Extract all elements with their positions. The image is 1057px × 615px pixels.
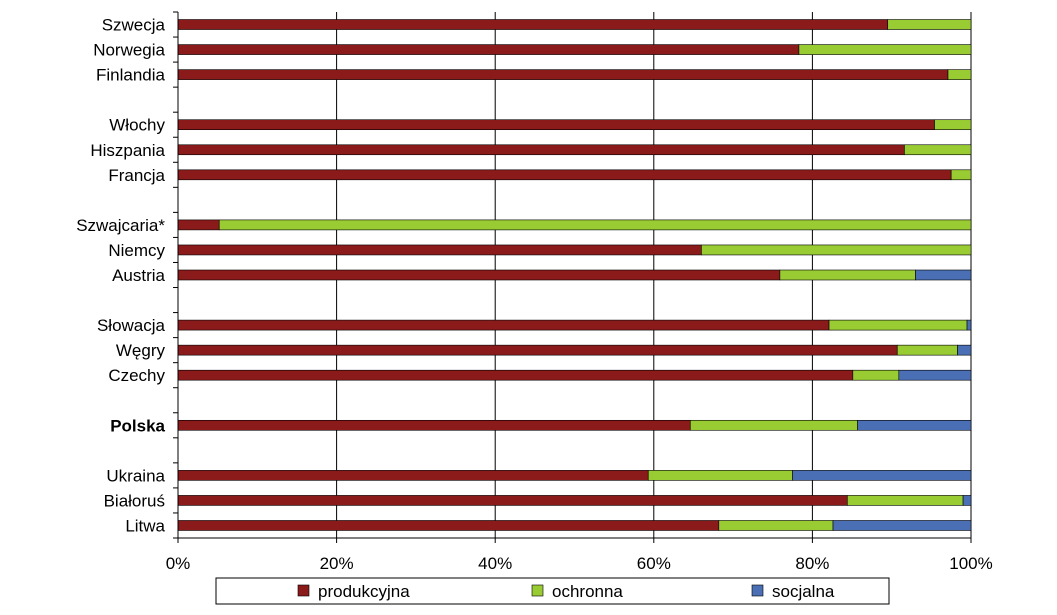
legend-label-produkcyjna: produkcyjna <box>318 582 410 601</box>
legend-label-ochronna: ochronna <box>552 582 623 601</box>
bar-segment-produkcyjna <box>177 344 898 356</box>
category-label: Finlandia <box>96 66 166 85</box>
bar-segment-ochronna <box>950 169 972 181</box>
bar-segment-ochronna <box>887 19 972 30</box>
bar-segment-ochronna <box>647 470 793 481</box>
bar-segment-produkcyjna <box>177 19 889 30</box>
legend-swatch-socjalna <box>751 584 764 597</box>
category-label: Włochy <box>109 116 165 135</box>
bar-segment-produkcyjna <box>177 369 854 381</box>
category-label: Litwa <box>125 516 165 535</box>
bar-segment-ochronna <box>798 44 972 55</box>
bar-segment-produkcyjna <box>177 419 691 431</box>
bar-segment-socjalna <box>957 344 972 356</box>
category-label: Niemcy <box>108 241 165 260</box>
bar-segment-ochronna <box>846 495 964 506</box>
bar-segment-ochronna <box>701 244 972 256</box>
bars <box>177 19 972 531</box>
bar-segment-produkcyjna <box>177 319 830 331</box>
bar-segment-ochronna <box>896 344 958 356</box>
bar-segment-produkcyjna <box>177 520 720 531</box>
x-tick-label: 0% <box>166 554 191 573</box>
bar-segment-socjalna <box>962 495 972 506</box>
bar-segment-produkcyjna <box>177 470 649 481</box>
x-tick-label: 40% <box>478 554 512 573</box>
bar-segment-ochronna <box>828 319 968 331</box>
category-label: Ukraina <box>106 466 165 485</box>
category-label: Norwegia <box>93 41 165 60</box>
bar-segment-ochronna <box>689 419 858 431</box>
category-label: Francja <box>108 166 165 185</box>
x-tick-label: 60% <box>637 554 671 573</box>
legend-box <box>215 577 890 605</box>
category-label: Polska <box>110 416 165 435</box>
legend-label-socjalna: socjalna <box>772 582 835 601</box>
x-tick-label: 80% <box>795 554 829 573</box>
category-label: Hiszpania <box>90 141 165 160</box>
bar-segment-produkcyjna <box>177 44 800 55</box>
bar-segment-socjalna <box>966 319 972 331</box>
bar-segment-ochronna <box>852 369 900 381</box>
x-tick-labels: 0% 20% 40% 60% 80% 100% <box>166 554 993 573</box>
bar-segment-produkcyjna <box>177 269 781 281</box>
bar-segment-socjalna <box>792 470 972 481</box>
bar-segment-produkcyjna <box>177 69 949 80</box>
x-tick-label: 20% <box>320 554 354 573</box>
legend-swatch-produkcyjna <box>297 584 310 597</box>
category-label: Białoruś <box>104 491 165 510</box>
category-labels: Szwecja Norwegia Finlandia Włochy Hiszpania F… <box>76 16 165 536</box>
category-label: Słowacja <box>97 316 166 335</box>
bar-segment-produkcyjna <box>177 119 935 131</box>
legend-swatch-ochronna <box>531 584 544 597</box>
bar-segment-produkcyjna <box>177 144 905 156</box>
category-label: Szwecja <box>102 16 166 35</box>
category-label: Szwajcaria* <box>76 216 165 235</box>
axes <box>173 11 972 543</box>
bar-segment-produkcyjna <box>177 244 702 256</box>
bar-segment-ochronna <box>218 219 972 231</box>
category-label: Węgry <box>116 341 166 360</box>
bar-segment-ochronna <box>718 520 834 531</box>
bar-segment-socjalna <box>898 369 972 381</box>
category-label: Czechy <box>108 366 165 385</box>
bar-segment-ochronna <box>904 144 972 156</box>
bar-segment-socjalna <box>832 520 972 531</box>
bar-segment-produkcyjna <box>177 219 220 231</box>
category-label: Austria <box>112 266 165 285</box>
x-tick-label: 100% <box>949 554 992 573</box>
bar-segment-ochronna <box>934 119 972 131</box>
bar-segment-ochronna <box>947 69 972 80</box>
bar-segment-socjalna <box>857 419 972 431</box>
bar-segment-ochronna <box>779 269 916 281</box>
legend: produkcyjna ochronna socjalna <box>215 577 890 605</box>
bar-segment-produkcyjna <box>177 169 952 181</box>
bar-segment-produkcyjna <box>177 495 848 506</box>
bar-segment-socjalna <box>915 269 972 281</box>
